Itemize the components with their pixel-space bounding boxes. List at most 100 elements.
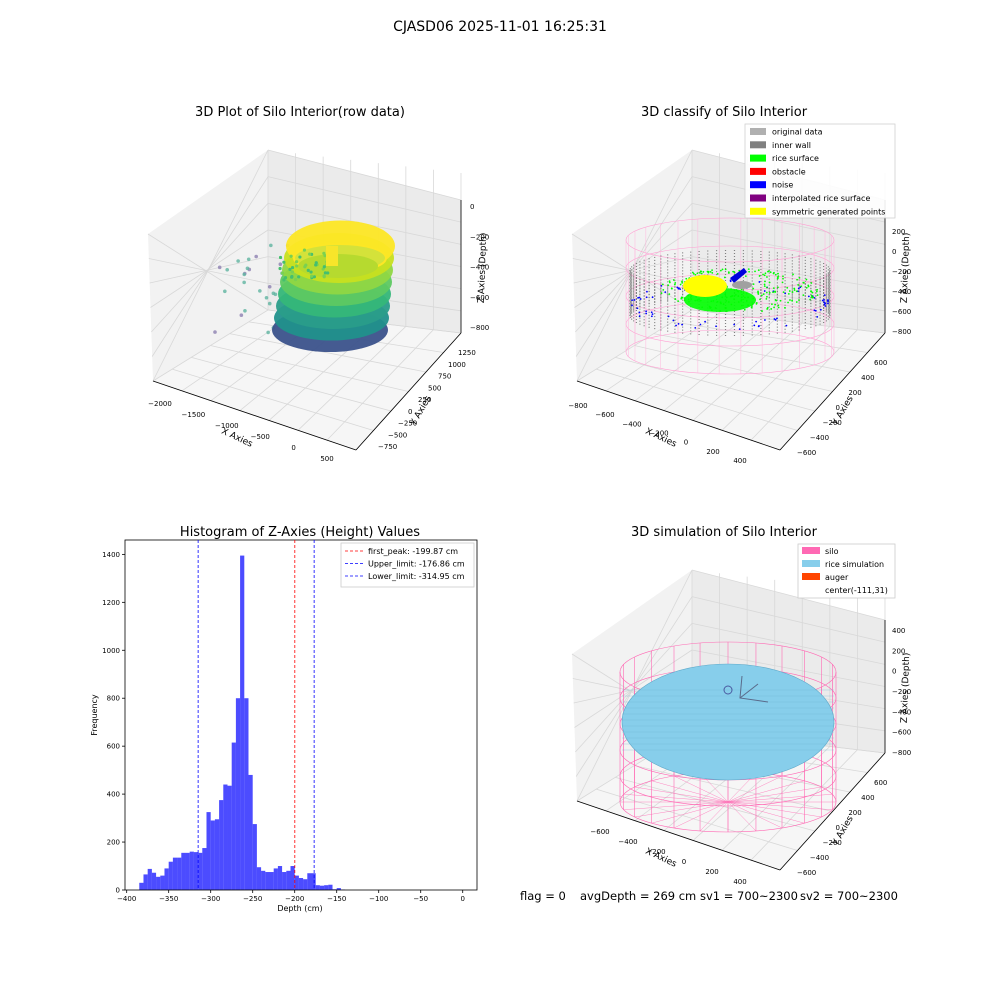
p2-z-tick-label: −400	[892, 288, 911, 296]
p1-z-tick-label: 0	[470, 203, 474, 211]
p1-point	[239, 313, 244, 318]
p2-rice-point	[798, 276, 801, 279]
p2-grid-line	[573, 256, 693, 284]
p1-title: 3D Plot of Silo Interior(row data)	[195, 105, 405, 120]
p2-legend-label: inner wall	[772, 141, 811, 150]
p2-rice-point	[724, 268, 727, 271]
p2-x-tick-label: 400	[733, 457, 746, 465]
p2-noise-point	[823, 299, 826, 301]
p2-rice-point	[802, 281, 805, 284]
histogram-bar	[324, 885, 329, 890]
p4-z-tick-label: −200	[892, 688, 911, 696]
p2-legend-label: obstacle	[772, 167, 806, 176]
p2-rice-point	[757, 290, 759, 293]
p4-title: 3D simulation of Silo Interior	[631, 525, 818, 540]
p4-grid-line	[574, 649, 693, 728]
p2-y-tick-label: −400	[810, 434, 829, 442]
p2-grid-line	[575, 203, 693, 333]
p2-noise-point	[675, 324, 677, 327]
p1-point	[225, 267, 230, 272]
p2-rice-point	[796, 278, 798, 281]
p4-legend-label: auger	[825, 573, 849, 582]
p1-point	[293, 277, 298, 282]
p2-noise-point	[631, 299, 634, 302]
p2-rice-point	[810, 282, 813, 284]
p4-legend-label: silo	[825, 547, 839, 556]
p1-y-tick-label: 1250	[458, 349, 476, 357]
p2-rice-point	[760, 294, 763, 297]
histogram-bar	[277, 866, 283, 890]
p2-rice-point	[699, 272, 701, 274]
p2-legend-label: symmetric generated points	[772, 207, 885, 216]
p2-rice-point	[774, 303, 777, 306]
histogram-bar	[319, 885, 325, 890]
p1-point	[278, 255, 283, 260]
histogram-bar	[315, 885, 320, 890]
p3-x-tick-label: 0	[460, 895, 464, 903]
p1-point	[278, 266, 282, 271]
histogram-bar	[256, 867, 262, 890]
histogram-bar	[202, 848, 207, 890]
p2-noise-point	[755, 320, 758, 323]
p4-x-tick-label: 400	[733, 878, 746, 886]
p2-rice-point	[721, 268, 724, 271]
histogram-bar	[328, 884, 333, 890]
p1-point	[326, 271, 330, 275]
p2-grid-line	[574, 229, 693, 308]
p2-noise-point	[785, 324, 788, 327]
p2-rice-point	[711, 269, 713, 272]
p1-y-tick-label: 0	[408, 408, 412, 416]
p4-y-tick-label: −600	[797, 869, 816, 877]
p2-y-tick-label: −200	[823, 419, 842, 427]
p4-legend-swatch	[802, 560, 820, 567]
p2-noise-point	[763, 290, 766, 292]
p1-point	[258, 289, 262, 293]
p2-noise-point	[715, 325, 717, 328]
p1-point	[223, 289, 227, 294]
p1-point	[282, 278, 286, 282]
p1-x-tick-label: 0	[291, 444, 295, 452]
p2-y-tick-label: 600	[874, 359, 887, 367]
p2-noise-point	[660, 284, 663, 287]
p2-y-axis	[779, 332, 886, 451]
p2-x-tick-label: −800	[568, 402, 587, 410]
p2-rice-point	[782, 275, 784, 278]
p1-point	[267, 301, 272, 306]
p4-rice-surface	[621, 663, 835, 781]
p2-rice-point	[732, 270, 735, 273]
p1-y-tick-label: −750	[378, 443, 397, 451]
p2-rice-point	[727, 271, 730, 274]
p1-grid-line	[172, 368, 374, 431]
p1-point	[302, 248, 307, 252]
p2-rice-point	[762, 293, 765, 295]
p2-rice-point	[662, 288, 665, 291]
p2-rice-point	[677, 300, 680, 303]
p2-noise-point	[753, 324, 756, 327]
p4-z-tick-label: 0	[892, 668, 896, 676]
p2-rice-point	[815, 290, 818, 293]
p1-point	[273, 292, 278, 297]
p2-rice-point	[668, 281, 671, 284]
p1-y-axis	[355, 332, 462, 451]
p4-silo-floor-rib	[651, 801, 729, 824]
p2-z-tick-label: −800	[892, 328, 911, 336]
p1-point	[264, 295, 269, 300]
p2-noise-point	[827, 300, 829, 303]
p2-rice-point	[779, 299, 782, 302]
p4-grid-line	[575, 623, 693, 753]
histogram-bar	[244, 698, 249, 890]
p4-y-tick-label: 0	[836, 824, 840, 832]
p1-point	[242, 272, 247, 277]
p2-noise-point	[664, 291, 667, 293]
p1-y-tick-label: 1000	[448, 361, 466, 369]
p1-point	[308, 252, 312, 256]
p2-rice-point	[762, 273, 764, 276]
p2-x-tick-label: 200	[706, 448, 719, 456]
p2-legend-label: rice surface	[772, 154, 819, 163]
p3-xlabel: Depth (cm)	[277, 904, 322, 913]
p2-x-tick-label: −600	[595, 411, 614, 419]
p3-frame	[124, 539, 478, 891]
p4-grid-line	[634, 765, 833, 812]
p2-noise-point	[633, 299, 636, 301]
p2-obstacle	[730, 268, 747, 283]
